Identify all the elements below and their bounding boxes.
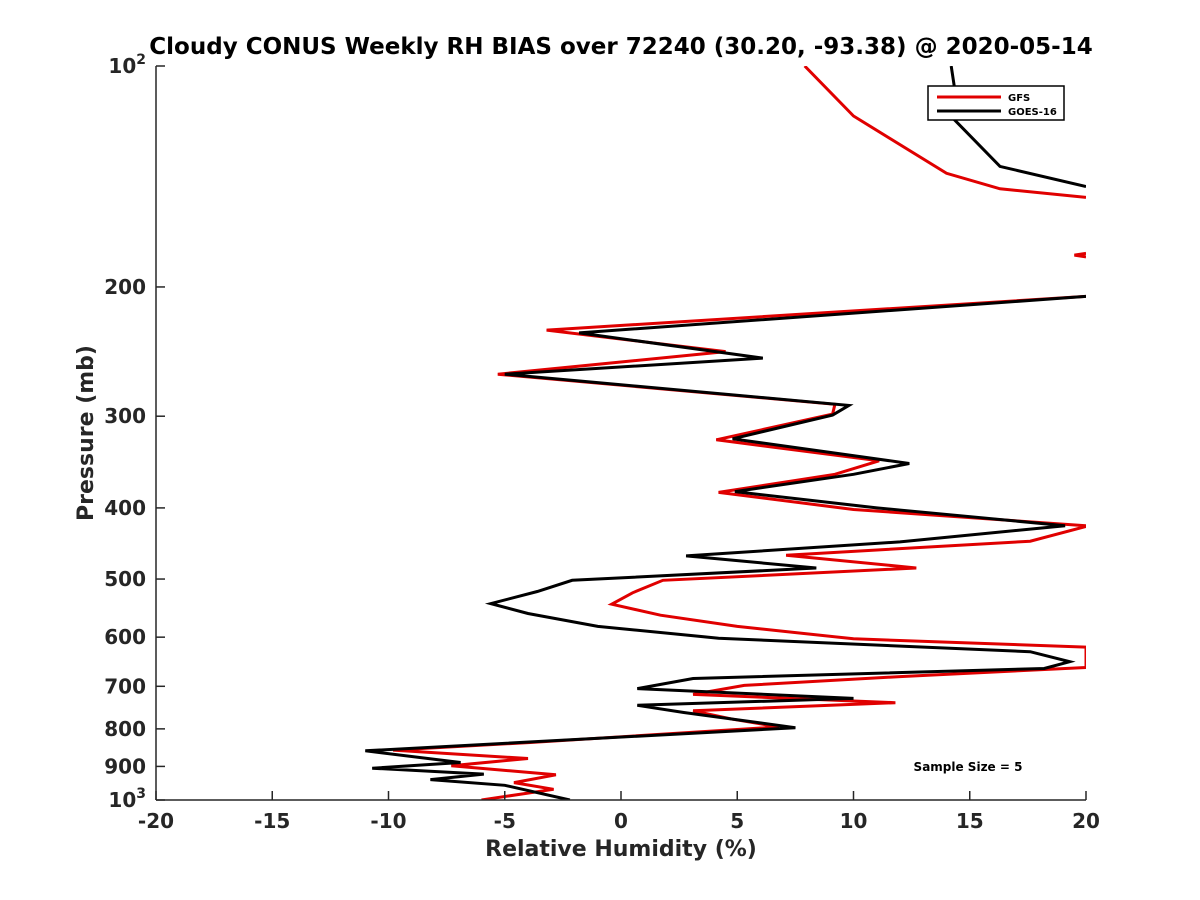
x-tick-label: -15 bbox=[254, 809, 290, 833]
y-tick-label: 800 bbox=[104, 717, 146, 741]
x-tick-label: 0 bbox=[614, 809, 628, 833]
plot-background bbox=[156, 66, 1086, 800]
chart-title: Cloudy CONUS Weekly RH BIAS over 72240 (… bbox=[149, 34, 1092, 60]
y-tick-label: 300 bbox=[104, 404, 146, 428]
x-axis-label: Relative Humidity (%) bbox=[485, 837, 757, 862]
x-tick-label: 5 bbox=[730, 809, 744, 833]
x-tick-label: -5 bbox=[494, 809, 516, 833]
series-line-gfs-segment-2 bbox=[1074, 251, 1086, 259]
x-ticks: -20 -15 -10 -5 0 5 10 15 20 bbox=[138, 791, 1100, 833]
x-tick-label: -10 bbox=[370, 809, 406, 833]
legend-label-goes-16: GOES-16 bbox=[1008, 107, 1057, 118]
legend-label-gfs: GFS bbox=[1008, 93, 1030, 104]
series-line-goes-16-segment-2 bbox=[365, 294, 1086, 800]
y-tick-label: 700 bbox=[104, 674, 146, 698]
y-tick-label: 900 bbox=[104, 754, 146, 778]
y-tick-label: 200 bbox=[104, 275, 146, 299]
y-axis-label: Pressure (mb) bbox=[74, 345, 99, 521]
series-line-gfs-segment-1 bbox=[803, 66, 1086, 199]
y-tick-label: 600 bbox=[104, 625, 146, 649]
plot-area: -20 -15 -10 -5 0 5 10 15 20 10220030040050060070… bbox=[104, 52, 1100, 833]
x-tick-label: 10 bbox=[840, 809, 868, 833]
legend-box bbox=[927, 85, 1065, 121]
y-tick-label: 400 bbox=[104, 496, 146, 520]
x-tick-label: 15 bbox=[956, 809, 984, 833]
y-tick-label: 500 bbox=[104, 567, 146, 591]
x-tick-label: 20 bbox=[1072, 809, 1100, 833]
x-tick-label: -20 bbox=[138, 809, 174, 833]
sample-size-annotation: Sample Size = 5 bbox=[914, 760, 1023, 774]
legend: GFS GOES-16 bbox=[927, 85, 1065, 121]
